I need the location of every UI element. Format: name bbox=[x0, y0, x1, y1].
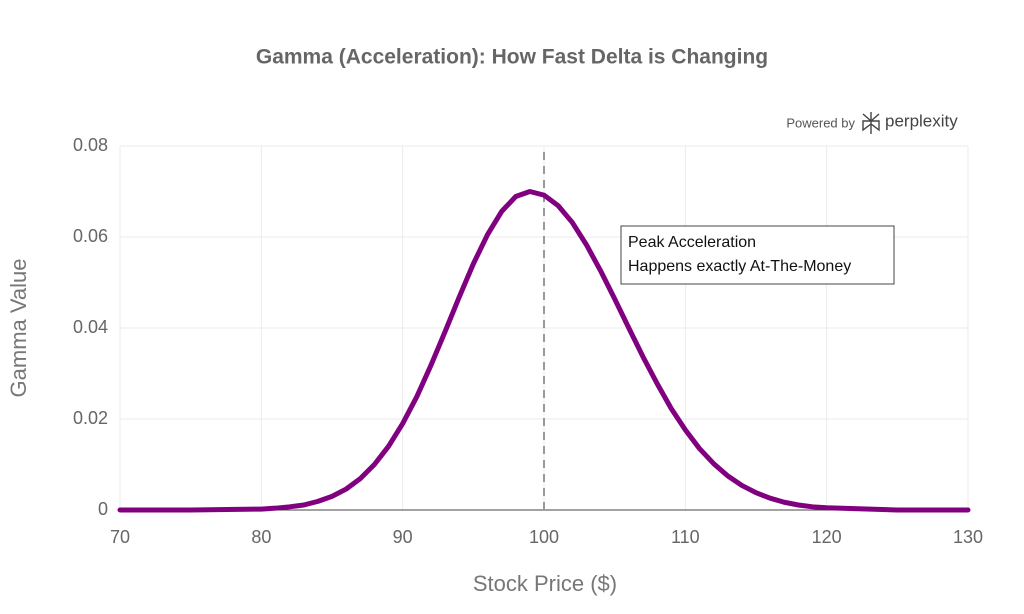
x-tick-label: 70 bbox=[110, 527, 130, 547]
gamma-line bbox=[117, 189, 971, 513]
x-axis-title: Stock Price ($) bbox=[473, 571, 617, 596]
annotation-box bbox=[620, 225, 895, 285]
x-tick-label: 80 bbox=[251, 527, 271, 547]
y-tick-label: 0 bbox=[98, 499, 108, 519]
y-axis-title: Gamma Value bbox=[6, 259, 31, 398]
y-tick-label: 0.04 bbox=[73, 317, 108, 337]
y-tick-label: 0.06 bbox=[73, 226, 108, 246]
x-tick-label: 120 bbox=[812, 527, 842, 547]
x-tick-label: 100 bbox=[529, 527, 559, 547]
annotation-text: Peak Acceleration bbox=[628, 234, 756, 251]
x-tick-label: 130 bbox=[953, 527, 983, 547]
x-tick-label: 110 bbox=[671, 527, 700, 547]
watermark-prefix: Powered by bbox=[786, 115, 855, 130]
chart-title: Gamma (Acceleration): How Fast Delta is … bbox=[256, 46, 768, 69]
y-tick-label: 0.02 bbox=[73, 408, 108, 428]
annotation-text: Happens exactly At-The-Money bbox=[628, 258, 851, 275]
y-tick-label: 0.08 bbox=[73, 135, 108, 155]
x-tick-label: 90 bbox=[393, 527, 413, 547]
perplexity-logo bbox=[862, 112, 880, 134]
watermark-brand: perplexity bbox=[885, 111, 958, 130]
annotation: Peak Acceleration Happens exactly At-The-… bbox=[620, 225, 895, 285]
